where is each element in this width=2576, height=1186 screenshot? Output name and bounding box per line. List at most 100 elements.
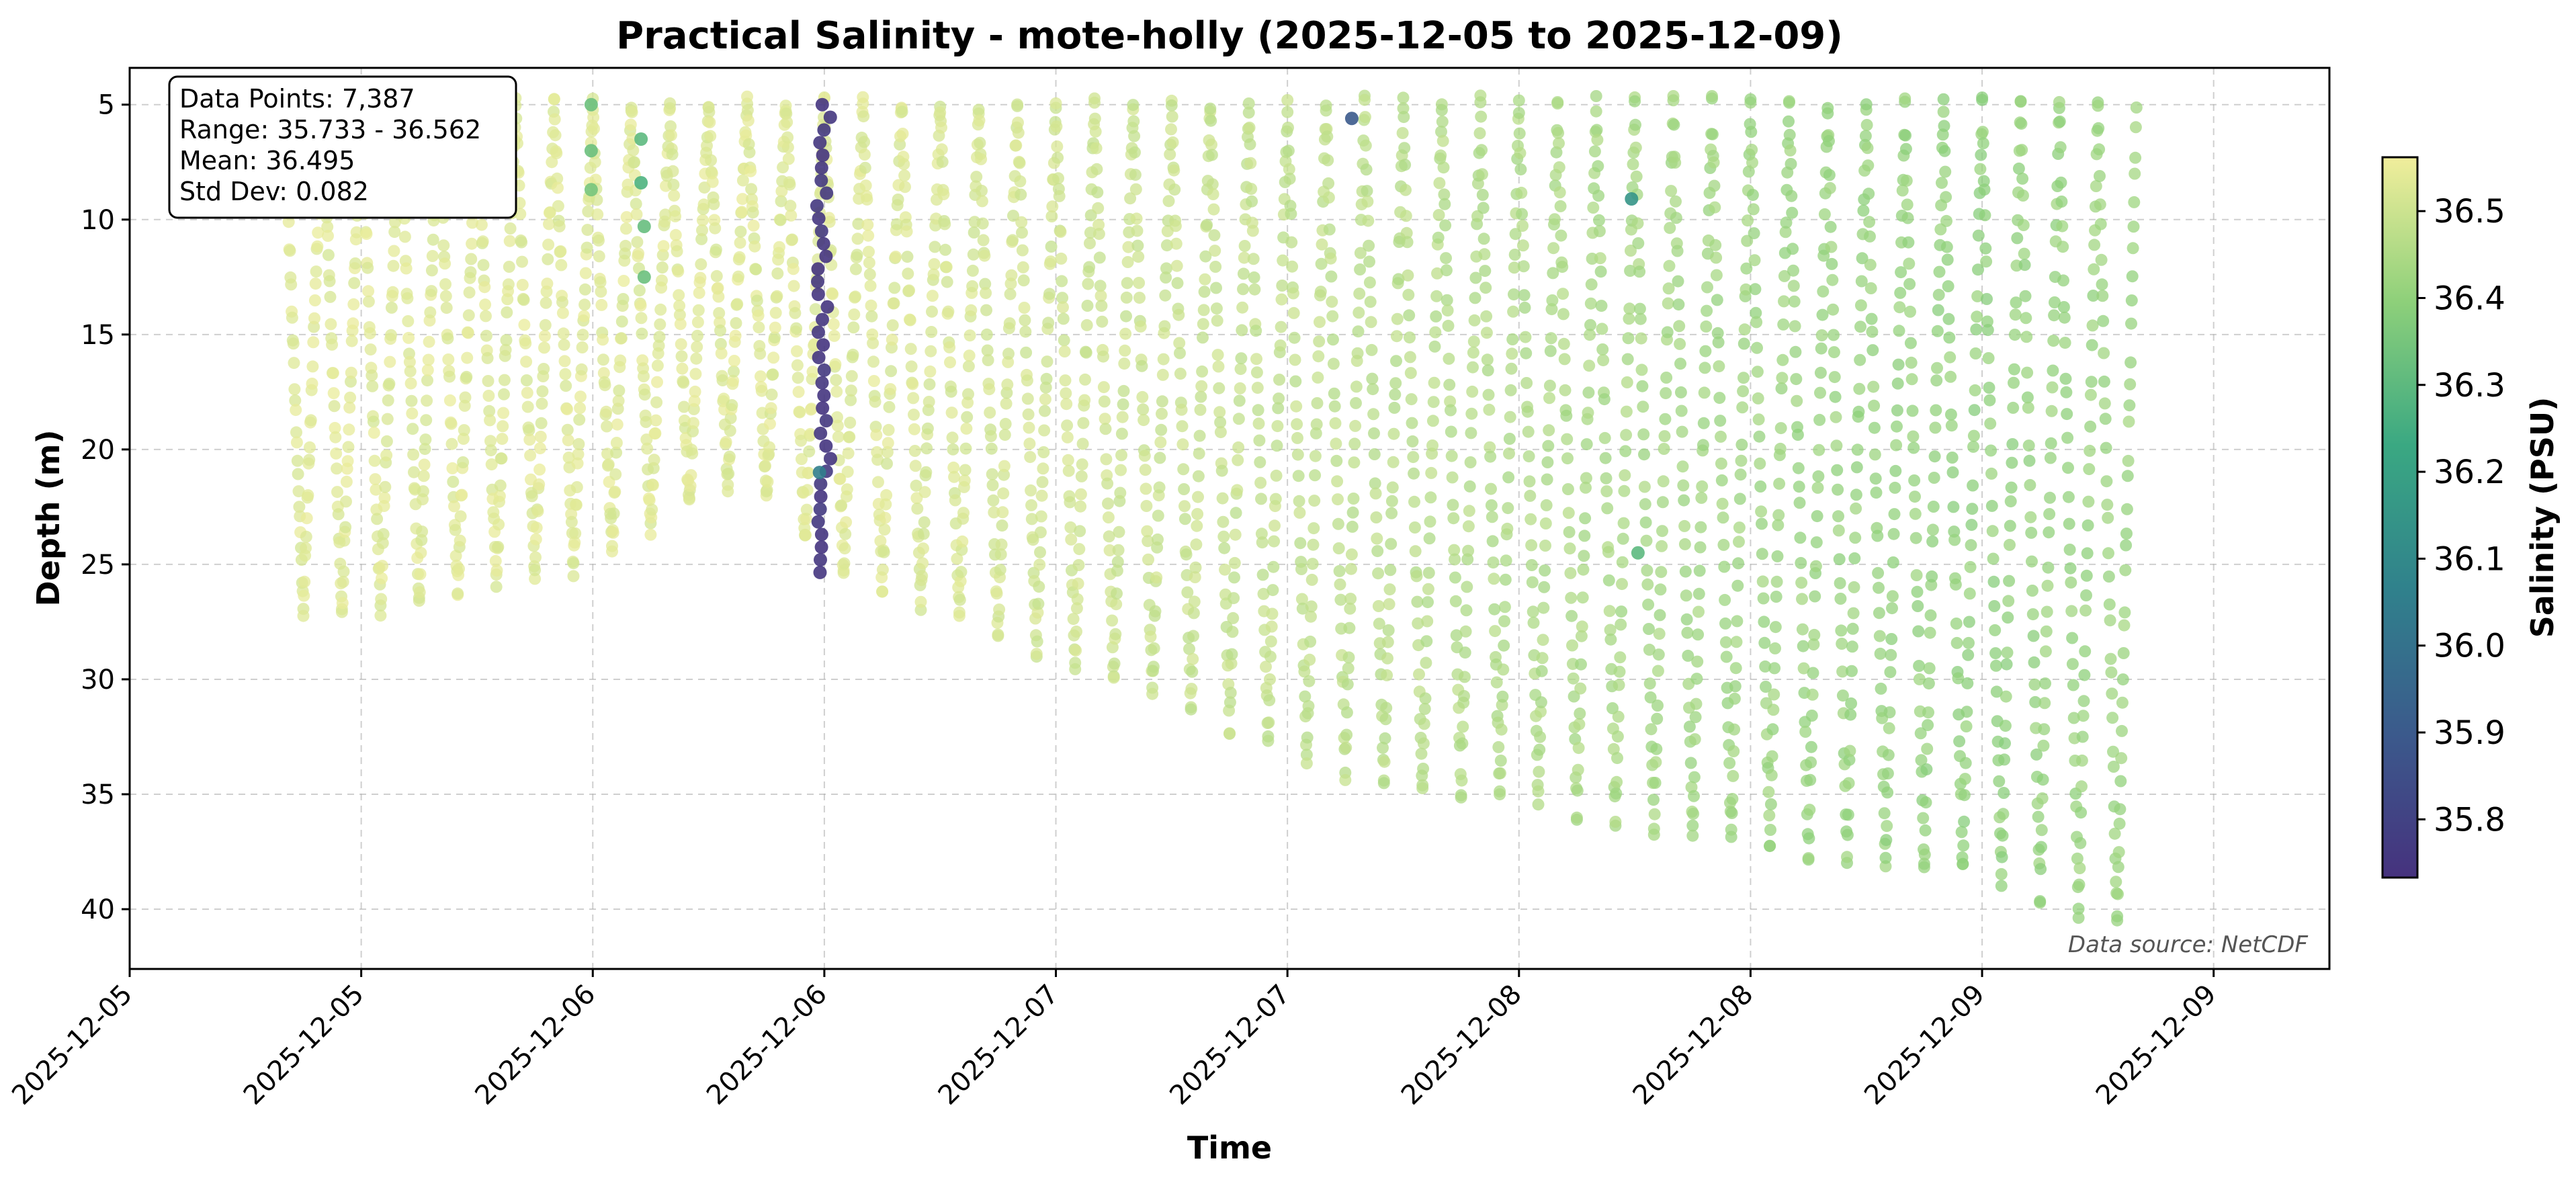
data-point [612, 394, 625, 407]
data-point [2084, 388, 2097, 401]
data-point [1881, 786, 1894, 799]
data-point [484, 414, 497, 427]
data-point [1733, 493, 1746, 505]
data-point [1664, 222, 1676, 235]
data-point [480, 329, 492, 342]
data-point [975, 153, 988, 165]
data-point [2000, 690, 2012, 703]
data-point [864, 280, 877, 292]
data-point [377, 527, 390, 540]
data-point [1508, 288, 1520, 301]
data-point [1701, 281, 1713, 294]
data-point [367, 415, 380, 428]
data-point [1662, 297, 1674, 310]
data-point [1557, 288, 1570, 300]
data-point [515, 236, 528, 249]
data-point [533, 478, 546, 491]
data-point [290, 436, 303, 449]
data-point [1298, 665, 1311, 678]
data-point [1132, 251, 1145, 263]
data-point [1080, 319, 1093, 331]
data-point [1112, 544, 1125, 556]
data-point [1507, 305, 1520, 318]
data-point [1993, 775, 2006, 788]
data-point [1439, 198, 1451, 210]
data-point [904, 343, 917, 355]
data-point [1303, 653, 1316, 666]
data-point [1015, 188, 1027, 201]
data-point [1537, 634, 1549, 646]
data-point [1799, 726, 1812, 738]
data-point [1633, 265, 1646, 278]
data-point [1922, 706, 1934, 719]
data-point [724, 412, 737, 425]
data-point [1010, 139, 1023, 152]
data-point [924, 365, 937, 378]
data-point [1860, 98, 1873, 111]
data-point [610, 446, 623, 459]
data-point [881, 458, 893, 470]
data-point [452, 587, 464, 600]
data-point [1421, 615, 1434, 628]
data-point [723, 450, 736, 463]
data-point [2048, 309, 2061, 322]
data-point [1644, 691, 1657, 704]
data-point [534, 430, 547, 443]
data-point [1574, 707, 1586, 720]
data-point [594, 276, 607, 288]
data-point [589, 173, 602, 186]
data-point [1035, 489, 1048, 502]
data-point [1955, 826, 1968, 839]
data-point [1713, 360, 1725, 373]
anomaly-point [814, 173, 828, 187]
data-point [1758, 636, 1771, 649]
data-point [1690, 697, 1703, 710]
data-point [2114, 803, 2127, 816]
data-point [1547, 242, 1560, 255]
data-point [2061, 431, 2074, 444]
data-point [1065, 533, 1078, 546]
data-point [1246, 195, 1258, 208]
data-point [2092, 99, 2104, 112]
data-point [1527, 616, 1540, 629]
data-point [2023, 454, 2036, 467]
data-point [298, 589, 310, 602]
data-point [2059, 337, 2071, 349]
data-point [675, 338, 687, 351]
data-point [998, 429, 1011, 441]
data-point [1734, 468, 1747, 481]
anomaly-point [814, 224, 828, 238]
data-point [1343, 622, 1356, 634]
data-point [848, 308, 861, 321]
data-point [1398, 142, 1411, 155]
data-point [686, 447, 699, 460]
data-point [1769, 621, 1782, 634]
data-point [1693, 564, 1706, 577]
data-point [1611, 775, 1623, 788]
data-point [1038, 424, 1051, 437]
data-point [2005, 481, 2018, 494]
data-point [406, 423, 419, 435]
data-point [2018, 247, 2030, 260]
data-point [462, 309, 475, 322]
data-point [1548, 213, 1561, 226]
data-point [671, 245, 683, 257]
data-point [1406, 435, 1419, 448]
data-point [1563, 542, 1576, 555]
data-point [664, 129, 677, 142]
data-point [1060, 387, 1072, 400]
data-point [329, 421, 341, 434]
data-point [1963, 616, 1975, 628]
data-point [830, 385, 843, 398]
data-point [826, 288, 839, 300]
data-point [2128, 196, 2141, 208]
data-point [1841, 829, 1854, 841]
data-point [907, 392, 920, 405]
data-point [1129, 169, 1142, 181]
data-point [1522, 425, 1535, 438]
data-point [867, 355, 879, 368]
data-point [1432, 209, 1445, 221]
data-point [292, 485, 305, 498]
data-point [1194, 403, 1207, 416]
anomaly-point [814, 477, 828, 491]
